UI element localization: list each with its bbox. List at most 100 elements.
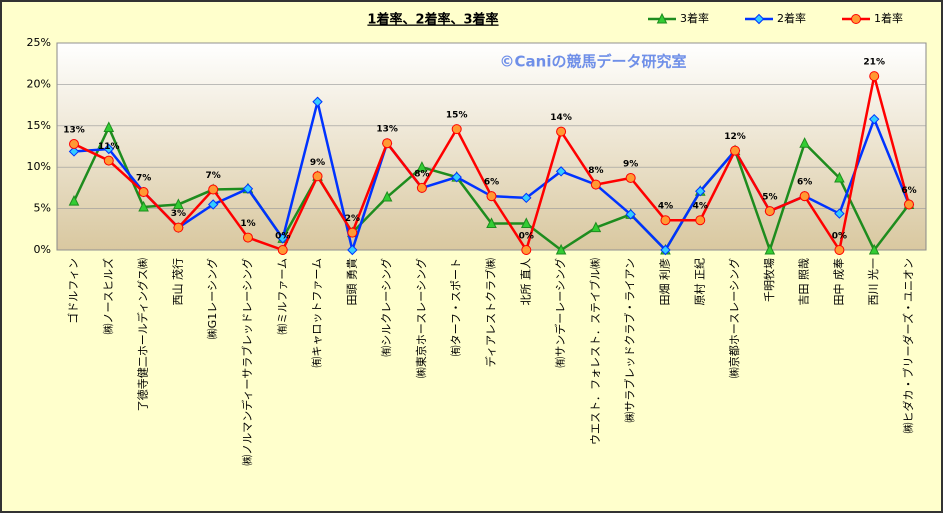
marker <box>556 126 567 137</box>
data-label: 0% <box>519 232 534 242</box>
x-tick-label: 了徳寺健二ホールディングス㈱ <box>136 258 150 411</box>
marker <box>590 179 601 190</box>
marker <box>103 143 114 155</box>
x-tick-label: ㈱サラブレッドクラブ・ライアン <box>623 258 637 423</box>
marker <box>660 215 671 226</box>
marker <box>625 172 636 183</box>
marker <box>347 244 358 256</box>
data-label: 11% <box>98 142 120 152</box>
marker <box>68 195 80 206</box>
data-label: 9% <box>623 159 638 169</box>
x-tick-label: 田中 成奉 <box>831 258 845 306</box>
marker <box>451 124 462 135</box>
x-tick-label: 原村 正紀 <box>692 258 706 306</box>
legend-label: 3着率 <box>680 11 709 25</box>
marker <box>242 232 253 243</box>
x-tick-label: ㈱ノルマンディーサラブレッドレーシング <box>240 258 254 466</box>
x-tick-label: ㈱東京ホースレーシング <box>414 258 428 378</box>
data-label: 0% <box>832 232 847 242</box>
y-tick-label: 20% <box>27 77 51 90</box>
marker <box>347 227 358 238</box>
data-label: 4% <box>658 202 673 212</box>
y-tick-label: 0% <box>34 243 51 256</box>
marker <box>173 222 184 233</box>
data-label: 8% <box>414 169 429 179</box>
x-tick-label: ㈲サンデーレーシング <box>553 258 567 368</box>
chart-title: 1着率、2着率、3着率 <box>367 12 498 28</box>
marker <box>277 233 288 244</box>
marker <box>451 171 462 183</box>
data-label: 2% <box>345 214 360 224</box>
marker <box>416 182 427 193</box>
x-tick-label: 西川 光一 <box>866 258 880 306</box>
marker <box>103 155 114 166</box>
data-label: 5% <box>762 193 777 203</box>
marker <box>138 187 149 198</box>
marker <box>660 244 671 256</box>
marker <box>904 199 914 210</box>
marker <box>625 209 636 220</box>
data-label: 21% <box>863 58 885 68</box>
x-tick-label: ㈱ヒダカ・ブリーダーズ・ユニオン <box>901 258 915 433</box>
marker <box>834 171 845 183</box>
marker <box>381 190 393 202</box>
marker <box>103 121 115 132</box>
marker <box>68 146 80 157</box>
marker <box>590 221 602 233</box>
data-label: 0% <box>275 232 290 242</box>
data-label: 15% <box>446 111 468 121</box>
marker <box>695 215 706 226</box>
y-tick-label: 15% <box>27 119 51 132</box>
marker <box>834 245 845 255</box>
marker <box>764 243 776 255</box>
x-tick-label: ㈲ターフ・スポート <box>450 258 463 356</box>
marker <box>207 199 219 210</box>
marker <box>486 191 497 202</box>
marker <box>208 184 219 195</box>
marker <box>416 161 428 172</box>
marker <box>869 113 880 125</box>
marker <box>521 245 532 255</box>
x-tick-label: 北所 直人 <box>518 258 532 306</box>
x-tick-label: ㈲ミルファーム <box>276 258 289 335</box>
marker <box>242 183 254 194</box>
marker <box>520 217 532 229</box>
x-tick-label: 西山 茂行 <box>170 258 184 306</box>
data-label: 4% <box>693 202 708 212</box>
x-tick-label: 千明牧場 <box>762 258 776 302</box>
data-label: 6% <box>901 186 916 196</box>
data-label: 6% <box>797 178 812 188</box>
y-tick-label: 10% <box>27 160 51 173</box>
marker <box>312 96 323 107</box>
y-tick-label: 5% <box>34 202 51 215</box>
marker <box>851 14 861 24</box>
marker <box>868 243 880 255</box>
annotation: ©Caniの競馬データ研究室 <box>500 53 687 71</box>
marker <box>656 12 668 24</box>
x-tick-label: ㈲キャロットファーム <box>311 258 324 368</box>
x-tick-label: ㈱ノースヒルズ <box>101 258 115 334</box>
data-label: 3% <box>171 209 186 219</box>
marker <box>799 137 810 148</box>
marker <box>695 186 706 197</box>
marker <box>834 208 845 219</box>
marker <box>69 139 79 150</box>
marker <box>764 206 775 217</box>
data-label: 14% <box>550 113 572 123</box>
x-tick-label: ㈱G1レーシング <box>205 258 219 339</box>
marker <box>521 192 532 204</box>
marker <box>486 217 497 229</box>
x-tick-label: ディアレストクラブ㈱ <box>484 258 498 367</box>
marker <box>555 243 567 255</box>
marker <box>753 13 765 25</box>
x-tick-label: 田畑 利彦 <box>657 258 671 306</box>
x-tick-label: ウエスト．フォレスト．ステイブル㈱ <box>588 258 602 445</box>
marker <box>312 171 323 182</box>
marker <box>869 71 880 82</box>
marker <box>799 191 810 202</box>
data-label: 13% <box>63 126 85 136</box>
marker <box>382 138 393 149</box>
x-tick-label: ㈲シルクレーシング <box>379 258 393 357</box>
marker <box>173 198 184 209</box>
